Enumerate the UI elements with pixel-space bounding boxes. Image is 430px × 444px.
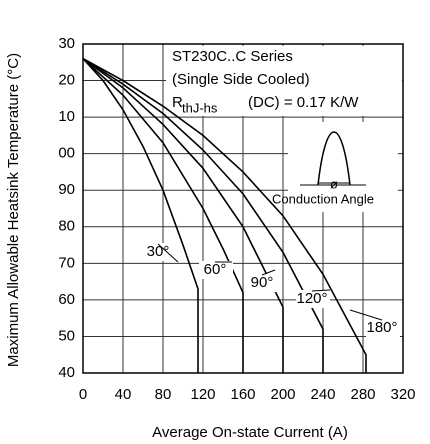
y-tick-label: 40 — [58, 364, 75, 381]
x-tick-label: 320 — [390, 386, 415, 403]
leader-line — [349, 309, 383, 321]
plot-frame — [82, 43, 404, 374]
x-tick-label: 40 — [115, 386, 132, 403]
leader-line — [311, 289, 331, 292]
x-tick-label: 120 — [190, 386, 215, 403]
annotation: Conduction Angle — [272, 191, 374, 206]
curve — [82, 58, 199, 373]
inset-wave — [317, 131, 351, 186]
x-tick-label: 80 — [155, 386, 172, 403]
curve-label: 120° — [296, 290, 327, 307]
y-tick-label: 00 — [58, 145, 75, 162]
x-tick-label: 160 — [230, 386, 255, 403]
y-tick-label: 60 — [58, 291, 75, 308]
curve-label: 90° — [251, 274, 274, 291]
curve — [82, 57, 284, 373]
label-bg — [296, 290, 330, 308]
y-tick-label: 10 — [58, 108, 75, 125]
label-bg — [142, 243, 176, 261]
label-bg — [199, 261, 233, 279]
annotation: (Single Side Cooled) — [172, 71, 310, 88]
x-tick-label: 200 — [270, 386, 295, 403]
curve — [82, 57, 324, 373]
curve — [82, 57, 367, 373]
x-axis-title: Average On-state Current (A) — [152, 424, 348, 441]
y-tick-label: 80 — [58, 218, 75, 235]
inset-box — [288, 122, 398, 212]
leader-line — [261, 269, 276, 276]
curve-label: 30° — [147, 243, 170, 260]
annotation: (DC) = 0.17 K/W — [248, 94, 359, 111]
curve — [82, 58, 244, 373]
annotation: ø — [330, 176, 338, 191]
annotation: ST230C..C Series — [172, 48, 293, 65]
y-tick-label: 70 — [58, 254, 75, 271]
y-tick-label: 90 — [58, 181, 75, 198]
annotation-box — [166, 46, 402, 116]
label-bg — [366, 319, 400, 337]
label-bg — [246, 274, 280, 292]
x-tick-label: 280 — [350, 386, 375, 403]
x-tick-label: 0 — [79, 386, 87, 403]
y-tick-label: 50 — [58, 327, 75, 344]
curve-label: 60° — [204, 261, 227, 278]
leader-line — [157, 243, 179, 263]
y-axis-title: Maximum Allowable Heatsink Temperature (… — [5, 53, 22, 367]
y-tick-label: 20 — [58, 72, 75, 89]
annotation: thJ-hs — [182, 100, 218, 115]
x-tick-label: 240 — [310, 386, 335, 403]
y-tick-label: 30 — [58, 35, 75, 52]
curve-label: 180° — [366, 319, 397, 336]
annotation: R — [172, 94, 183, 111]
